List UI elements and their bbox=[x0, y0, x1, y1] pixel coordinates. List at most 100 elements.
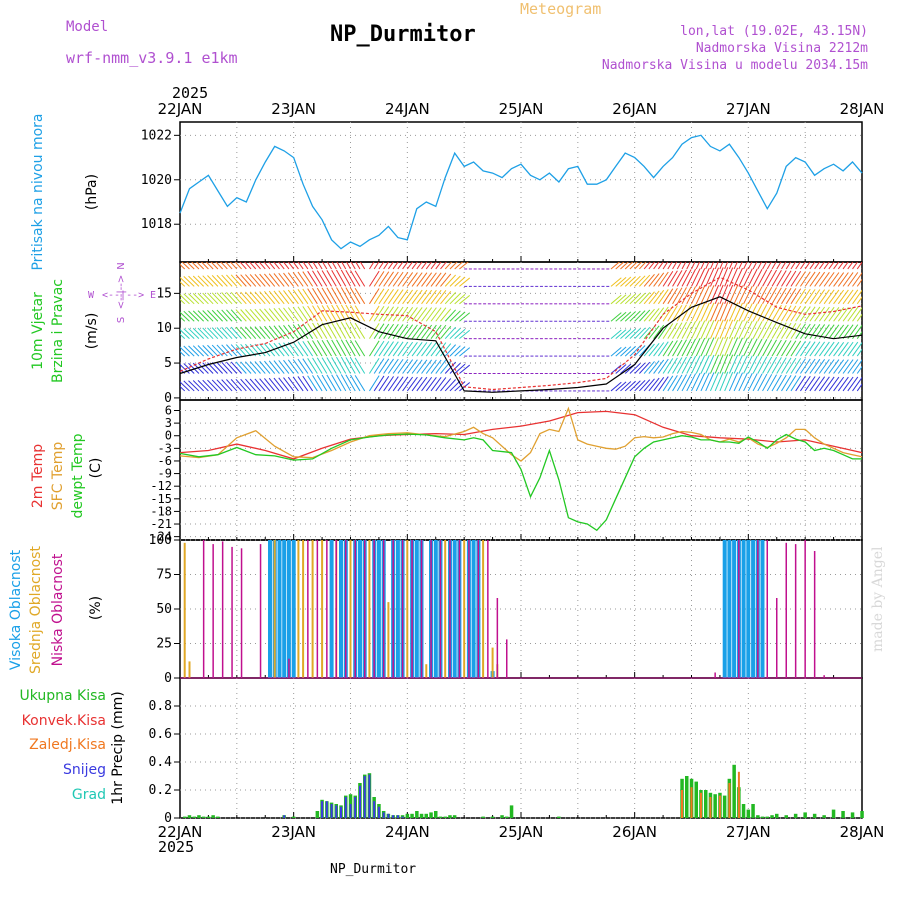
wind-barb bbox=[283, 377, 295, 392]
cloud-bar bbox=[477, 540, 480, 678]
wind-barb bbox=[316, 322, 328, 339]
wind-barb bbox=[264, 378, 276, 392]
wind-barb bbox=[809, 376, 821, 392]
wind-speed-line bbox=[179, 296, 863, 393]
wind-barb bbox=[837, 324, 849, 339]
wind-barb bbox=[326, 322, 337, 339]
wind-barb bbox=[629, 293, 641, 305]
wind-barb bbox=[861, 285, 862, 287]
wind-barb bbox=[292, 289, 304, 305]
wind-barb bbox=[743, 355, 753, 374]
wind-barb bbox=[714, 284, 724, 305]
wind-barb bbox=[297, 262, 304, 270]
wind-barb bbox=[672, 339, 683, 357]
wind-barb bbox=[719, 336, 729, 357]
wind-barb bbox=[639, 262, 647, 270]
wind-barb bbox=[216, 362, 228, 374]
wind-barb bbox=[724, 354, 734, 374]
wind-barb bbox=[705, 262, 710, 270]
wind-barb bbox=[421, 307, 433, 322]
wind-barb bbox=[676, 339, 687, 357]
wind-barb bbox=[292, 262, 299, 270]
wind-barb bbox=[215, 262, 223, 270]
wind-barb bbox=[856, 262, 862, 270]
wind-barb bbox=[230, 326, 242, 340]
cloud-bar bbox=[751, 540, 756, 678]
wind-barb bbox=[653, 272, 665, 287]
wind-barb bbox=[639, 309, 651, 322]
wind-barb bbox=[268, 262, 276, 270]
wind-barb bbox=[221, 344, 233, 357]
wind-barb bbox=[302, 375, 314, 392]
wind-barb bbox=[202, 362, 214, 374]
precip-bar bbox=[756, 815, 760, 818]
wind-barb bbox=[837, 341, 849, 357]
cloud-bar bbox=[387, 602, 390, 678]
wind-barb bbox=[762, 262, 767, 270]
wind-barb bbox=[425, 359, 437, 374]
wind-barb bbox=[430, 342, 442, 357]
wind-barb bbox=[230, 344, 242, 357]
wind-barb bbox=[331, 357, 342, 374]
wind-barb bbox=[235, 344, 247, 357]
cloud-bar bbox=[420, 540, 423, 678]
wind-barb bbox=[454, 363, 466, 374]
wind-barb bbox=[312, 340, 323, 357]
wind-barb bbox=[183, 310, 195, 322]
wind-barb bbox=[350, 339, 361, 357]
wind-barb bbox=[634, 362, 646, 374]
bottom-day-label: 26JAN bbox=[612, 823, 657, 841]
wind-barb bbox=[724, 371, 734, 392]
wind-barb bbox=[283, 290, 295, 305]
wind-barb bbox=[378, 341, 390, 357]
wind-barb bbox=[719, 284, 729, 305]
wind-barb bbox=[648, 360, 660, 374]
wind-barb bbox=[842, 272, 854, 287]
wind-barb bbox=[752, 338, 763, 357]
wind-barb bbox=[221, 379, 233, 392]
wind-barb bbox=[326, 357, 337, 374]
wind-barb bbox=[248, 262, 257, 270]
cloud-bar bbox=[349, 540, 352, 678]
wind-barb bbox=[402, 359, 414, 374]
wind-barb bbox=[259, 308, 271, 322]
wind-barb bbox=[676, 321, 687, 339]
wind-barb bbox=[672, 287, 683, 305]
wind-barb bbox=[714, 336, 724, 357]
top-year: 2025 bbox=[172, 84, 209, 102]
cloud-bar bbox=[354, 540, 356, 678]
precip-bar bbox=[206, 816, 211, 818]
wind-barb bbox=[387, 271, 399, 287]
precip-bar bbox=[850, 812, 855, 818]
wind-barb bbox=[643, 378, 655, 392]
wind-barb bbox=[695, 337, 706, 357]
wind-barb bbox=[278, 377, 290, 392]
wind-barb bbox=[224, 262, 233, 270]
y-tick-label: 15 bbox=[156, 286, 172, 301]
wind-barb bbox=[216, 309, 228, 322]
wind-barb bbox=[421, 342, 433, 357]
wind-barb bbox=[180, 329, 190, 340]
precip-bar bbox=[392, 815, 395, 818]
wind-barb bbox=[624, 293, 636, 305]
cloud-bar bbox=[259, 544, 262, 678]
wind-barb bbox=[392, 358, 404, 374]
wind-barb bbox=[667, 287, 678, 305]
wind-barb bbox=[719, 371, 729, 392]
wind-barb bbox=[197, 275, 209, 287]
wind-barb bbox=[743, 338, 753, 357]
wind-barb bbox=[728, 337, 739, 357]
pressure-ylabel: Pritisak na nivou mora bbox=[30, 113, 46, 270]
precip-bar bbox=[382, 812, 385, 818]
wind-barb bbox=[724, 284, 734, 305]
precip-bar bbox=[291, 816, 296, 818]
precip-bar bbox=[349, 804, 352, 818]
wind-barb bbox=[264, 308, 276, 322]
precip-bar bbox=[192, 816, 196, 818]
wind-barb bbox=[842, 262, 849, 270]
wind-barb bbox=[180, 268, 181, 269]
precip-bar bbox=[722, 795, 727, 818]
cloud-bar bbox=[425, 664, 428, 678]
cloud-bar bbox=[183, 542, 186, 678]
wind-barb bbox=[752, 269, 763, 287]
